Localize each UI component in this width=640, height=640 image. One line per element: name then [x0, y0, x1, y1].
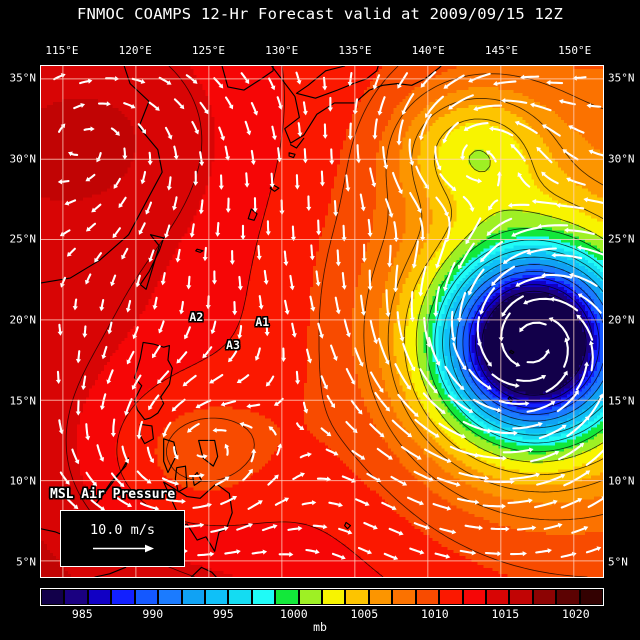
colorbar-cell [509, 589, 533, 605]
colorbar-cell [298, 589, 323, 605]
latitude-tick-label: 25°N [608, 232, 635, 246]
latitude-tick-label: 5°N [608, 555, 628, 569]
colorbar-cell [486, 589, 510, 605]
colorbar-tick-label: 990 [142, 607, 164, 621]
colorbar-cell [41, 589, 65, 605]
colorbar-cell [204, 589, 229, 605]
page-title: FNMOC COAMPS 12-Hr Forecast valid at 200… [76, 5, 564, 23]
colorbar-cell [345, 589, 369, 605]
colorbar-tick-label: 995 [212, 607, 234, 621]
colorbar-cell [462, 589, 487, 605]
coastlines [41, 66, 515, 577]
colorbar-tick-label: 1015 [491, 607, 520, 621]
wind-scale-legend: 10.0 m/s [60, 510, 185, 567]
colorbar-tick-label: 1020 [561, 607, 590, 621]
latitude-tick-label: 35°N [9, 71, 37, 85]
arrow-right-icon [92, 544, 154, 553]
latitude-tick-label: 30°N [9, 152, 37, 166]
colorbar-cell [251, 589, 276, 605]
longitude-tick-label: 135°E [338, 44, 372, 57]
colorbar-cell [368, 589, 393, 605]
latitude-tick-label: 30°N [608, 152, 635, 166]
latitude-tick-label: 25°N [9, 232, 37, 246]
longitude-tick-label: 125°E [191, 44, 226, 57]
longitude-tick-label: 150°E [558, 44, 592, 57]
colorbar[interactable] [40, 588, 604, 606]
pressure-field-svg [41, 66, 603, 577]
latitude-tick-label: 20°N [608, 313, 635, 327]
colorbar-tick-label: 985 [71, 607, 93, 621]
colorbar-cell [415, 589, 440, 605]
longitude-tick-label: 120°E [118, 44, 152, 57]
wind-scale-value: 10.0 m/s [89, 521, 156, 538]
colorbar-cell [158, 589, 182, 605]
longitude-tick-label: 115°E [45, 44, 79, 57]
latitude-tick-label: 15°N [608, 394, 635, 408]
colorbar-cell [439, 589, 463, 605]
colorbar-cell [532, 589, 557, 605]
field-label: MSL Air Pressure [50, 487, 176, 502]
colorbar-cell [181, 589, 205, 605]
colorbar-cell [87, 589, 112, 605]
wind-vectors [53, 71, 603, 561]
colorbar-cell [134, 589, 159, 605]
longitude-tick-label: 140°E [411, 44, 445, 57]
colorbar-cell [275, 589, 299, 605]
colorbar-tick-label: 1005 [350, 607, 379, 621]
colorbar-cell [111, 589, 135, 605]
colorbar-cell [64, 589, 88, 605]
latitude-tick-label: 15°N [9, 394, 37, 408]
latitude-tick-label: 35°N [608, 71, 635, 85]
colorbar-tick-label: 1010 [420, 607, 449, 621]
latitude-tick-label: 5°N [16, 555, 36, 569]
colorbar-cell [556, 589, 580, 605]
map-canvas [41, 66, 603, 577]
latitude-tick-label: 20°N [9, 313, 37, 327]
map-plot-area[interactable] [40, 65, 604, 578]
longitude-tick-label: 130°E [265, 44, 299, 57]
colorbar-cell [228, 589, 252, 605]
longitude-tick-label: 145°E [484, 44, 519, 57]
colorbar-unit-label: mb [313, 620, 327, 634]
latitude-tick-label: 10°N [9, 474, 37, 488]
colorbar-cell [579, 589, 604, 605]
colorbar-cell [322, 589, 346, 605]
map-gridlines [41, 66, 603, 577]
colorbar-cell [392, 589, 416, 605]
colorbar-tick-label: 1000 [279, 607, 308, 621]
latitude-tick-label: 10°N [608, 474, 635, 488]
